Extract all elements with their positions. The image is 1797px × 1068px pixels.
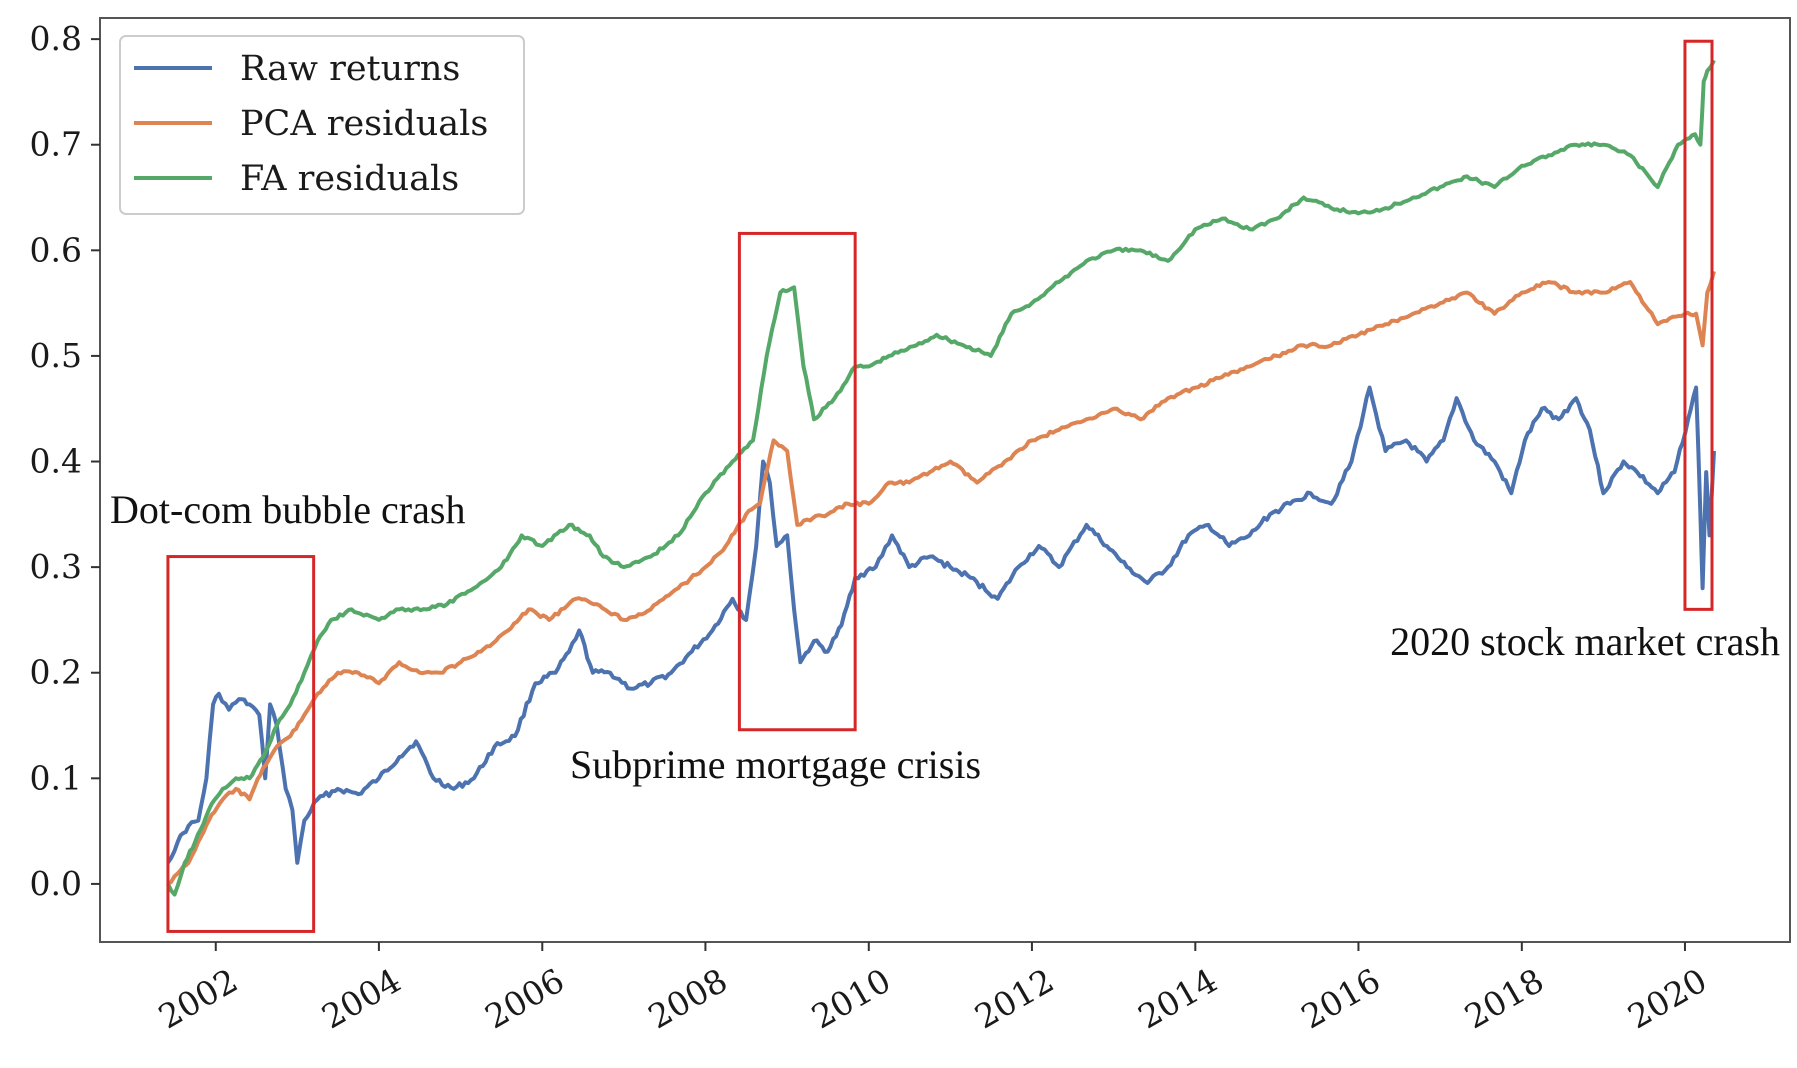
- annotation-box-subprime-mortgage-crisis: [737, 231, 857, 732]
- legend-label-raw-returns: Raw returns: [240, 49, 460, 89]
- x-tick-label: 2010: [805, 961, 897, 1037]
- y-tick-label: 0.2: [30, 653, 82, 692]
- x-tick-label: 2012: [968, 961, 1060, 1037]
- x-tick-label: 2006: [478, 961, 570, 1037]
- annotation-box-2020-stock-market-crash: [1683, 39, 1714, 611]
- annotation-label-2020-stock-market-crash: 2020 stock market crash: [1390, 619, 1780, 664]
- annotation-box-dot-com-bubble-crash: [166, 555, 316, 933]
- legend: Raw returns PCA residuals FA residuals: [119, 35, 525, 215]
- x-tick-label: 2014: [1131, 961, 1223, 1037]
- y-tick-label: 0.4: [30, 442, 82, 481]
- annotation-label-subprime-mortgage-crisis: Subprime mortgage crisis: [570, 742, 981, 787]
- series-line-pca-residuals: [166, 270, 1716, 886]
- y-tick-label: 0.8: [30, 19, 82, 58]
- annotation-label-dot-com-bubble-crash: Dot-com bubble crash: [110, 487, 465, 532]
- y-tick-label: 0.5: [30, 336, 82, 375]
- x-tick-label: 2002: [152, 961, 244, 1037]
- y-tick-label: 0.3: [30, 547, 82, 586]
- y-tick-label: 0.1: [30, 758, 82, 797]
- legend-label-fa-residuals: FA residuals: [240, 159, 459, 199]
- legend-box: [119, 35, 525, 215]
- plot-frame: [99, 17, 1791, 943]
- x-tick-label: 2008: [642, 961, 734, 1037]
- series-line-fa-residuals: [166, 59, 1716, 897]
- series-lines: [166, 59, 1716, 897]
- x-tick-label: 2016: [1295, 961, 1387, 1037]
- x-tick-label: 2004: [315, 961, 407, 1037]
- series-line-raw-returns: [166, 385, 1716, 865]
- annotations: Dot-com bubble crash Subprime mortgage cr…: [110, 39, 1780, 933]
- legend-label-pca-residuals: PCA residuals: [240, 104, 488, 144]
- x-tick-label: 2018: [1458, 961, 1550, 1037]
- y-tick-label: 0.6: [30, 230, 82, 269]
- x-tick-label: 2020: [1621, 961, 1713, 1037]
- y-tick-label: 0.0: [30, 864, 82, 903]
- y-tick-label: 0.7: [30, 125, 82, 164]
